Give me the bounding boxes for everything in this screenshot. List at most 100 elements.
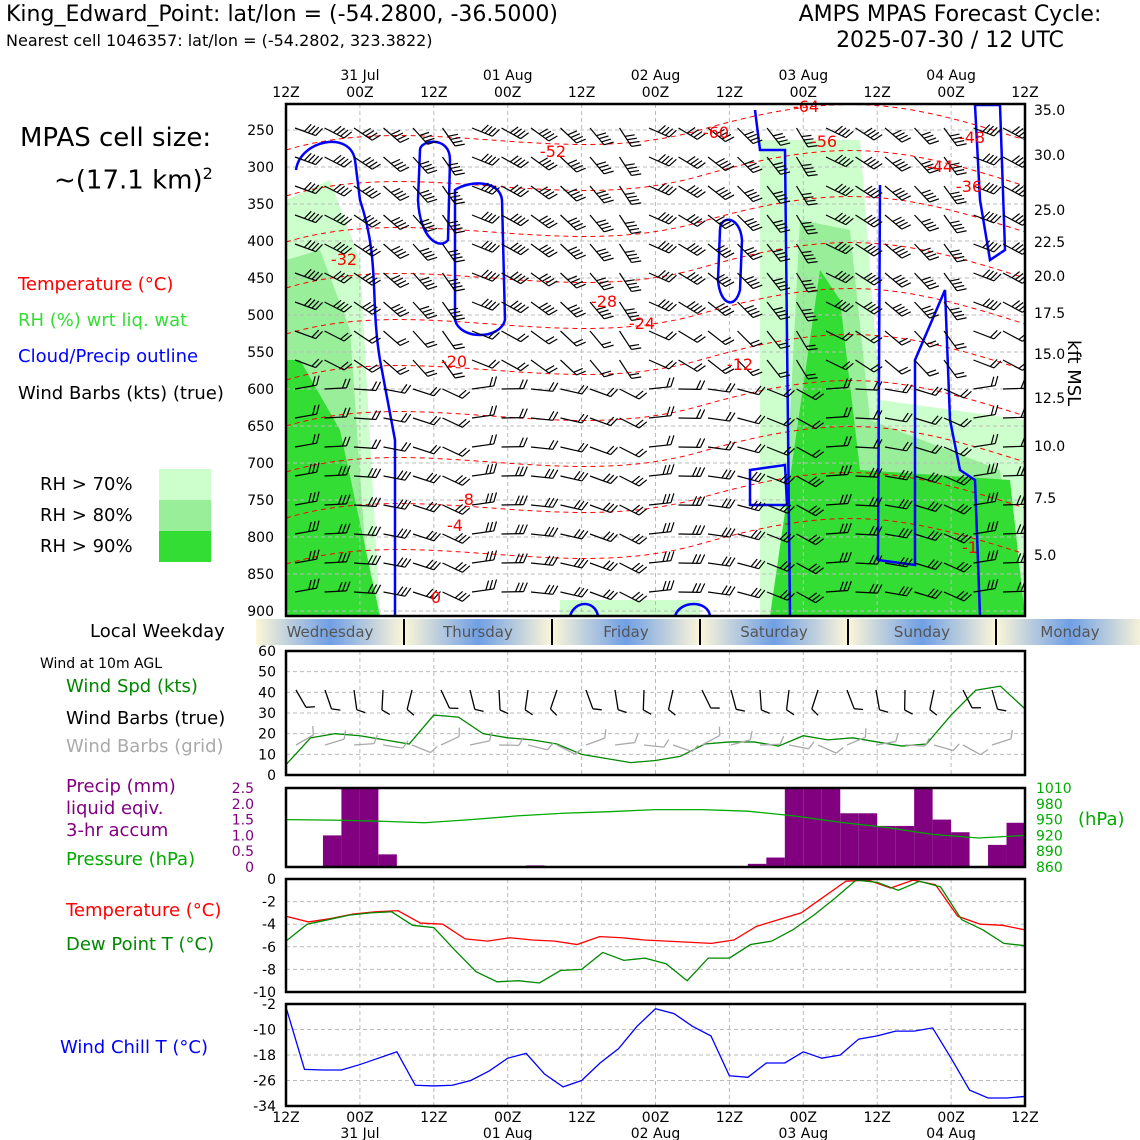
wind-barb	[914, 127, 940, 145]
wind-barb	[737, 156, 763, 174]
wind-barb-flag	[949, 220, 960, 224]
wind-barb-flag	[544, 584, 551, 594]
wind-barb-flag	[747, 191, 757, 197]
wind-barb-flag	[843, 581, 848, 591]
wind-barb	[796, 446, 824, 459]
wind-barb	[884, 441, 913, 452]
wind-barb-shaft	[619, 533, 640, 545]
kft-tick-label: 15.0	[1034, 347, 1065, 363]
wind-barb-flag	[337, 494, 343, 505]
wind-barb-flag	[952, 743, 960, 751]
wind-barb-flag	[305, 706, 315, 708]
precip-bar	[322, 835, 342, 867]
wind-barb-flag	[923, 279, 934, 284]
wind-barb	[855, 214, 883, 228]
wind-barb	[766, 243, 791, 262]
wind-barb-flag	[811, 536, 821, 544]
wind-barb-flag	[610, 592, 618, 600]
temperature-contour	[286, 518, 1025, 565]
wind-barb-flag	[606, 387, 615, 396]
wind-barb-flag	[480, 153, 489, 162]
wind-barb-flag	[341, 494, 347, 505]
wind-barb-flag	[422, 163, 432, 168]
wind-barb-true	[875, 689, 889, 713]
wind-barb-flag	[396, 309, 407, 315]
wind-barb-flag	[841, 274, 851, 282]
wind-barb-flag	[546, 742, 554, 751]
wind-barb	[589, 272, 614, 291]
y-tick-label: -26	[253, 1074, 276, 1090]
wind-barb-shaft	[643, 744, 664, 748]
wind-barb-flag	[308, 550, 312, 561]
wind-barb-flag	[425, 501, 434, 510]
cloud-outline	[568, 602, 600, 616]
wind-barb	[737, 127, 763, 145]
wind-barb-flag	[841, 361, 851, 369]
wind-barb-flag	[811, 391, 821, 399]
wind-barb-flag	[665, 302, 674, 310]
wind-barb-grid	[498, 737, 524, 746]
wind-barb-flag	[573, 338, 583, 344]
wind-barb	[825, 330, 854, 342]
wind-barbs-grid-label: Wind Barbs (grid)	[66, 736, 224, 757]
wind-barb-shaft	[471, 530, 494, 535]
wind-barb-flag	[333, 241, 342, 250]
wind-barb-flag	[986, 183, 994, 192]
temperature-contour-label: -52	[540, 142, 566, 161]
wind-barb-flag	[548, 556, 555, 566]
wind-barb	[618, 330, 642, 351]
wind-barb-flag	[522, 437, 528, 447]
wind-barb-flag	[631, 231, 642, 235]
wind-barb-flag	[629, 140, 640, 144]
wind-barb-flag	[811, 708, 819, 716]
wind-barb	[648, 359, 677, 370]
wind-barb	[353, 381, 382, 392]
wind-barb-flag	[870, 276, 880, 284]
top-time-label: 00Z	[346, 85, 373, 101]
wind-barb-flag	[690, 245, 699, 252]
wind-barb	[973, 433, 999, 448]
wind-barb-flag	[982, 240, 991, 249]
wind-barb	[530, 272, 558, 287]
temperature-contour	[286, 150, 1025, 197]
wind-barb	[412, 501, 441, 513]
wind-barb	[294, 491, 320, 506]
cross-section-clip	[286, 104, 1025, 616]
y-tick-label: 10	[258, 747, 276, 763]
wind-barb-flag	[929, 140, 940, 145]
wind-barb-flag	[815, 422, 824, 430]
wind-barb	[294, 152, 323, 166]
wind-barb-flag	[336, 185, 346, 193]
wind-barb-flag	[693, 305, 703, 312]
wind-barb-flag	[665, 186, 674, 194]
wind-barb-flag	[603, 199, 614, 204]
wind-barb-flag	[935, 503, 943, 512]
wind-barb-flag	[866, 245, 876, 253]
wind-barb-flag	[839, 494, 844, 505]
wind-barb-flag	[989, 185, 998, 193]
wind-barb	[560, 384, 589, 395]
wind-barb-flag	[518, 582, 524, 592]
wind-barb-flag	[994, 404, 999, 415]
wind-barb-flag	[396, 586, 404, 596]
cloud-outline	[294, 140, 397, 616]
wind-barb-shaft	[353, 689, 358, 710]
rh-shading-5	[770, 270, 1025, 616]
wind-barb-flag	[341, 407, 347, 418]
wind-barb	[560, 243, 586, 260]
wind-barb-flag	[729, 586, 736, 596]
wind-barb-flag	[954, 197, 965, 202]
wind-barb-flag	[758, 531, 766, 541]
wind-barb	[324, 407, 351, 419]
wind-barb	[884, 301, 911, 317]
wind-barb-flag	[419, 218, 430, 224]
wind-barb-flag	[898, 469, 905, 479]
wind-barb	[560, 557, 589, 569]
wind-barb-flag	[843, 407, 848, 417]
wind-barb-flag	[838, 272, 847, 280]
wind-barb	[678, 525, 706, 535]
wind-barb	[619, 446, 648, 458]
wind-barb-flag	[870, 160, 880, 168]
wind-barb-flag	[956, 201, 967, 205]
wind-barb	[855, 127, 883, 141]
